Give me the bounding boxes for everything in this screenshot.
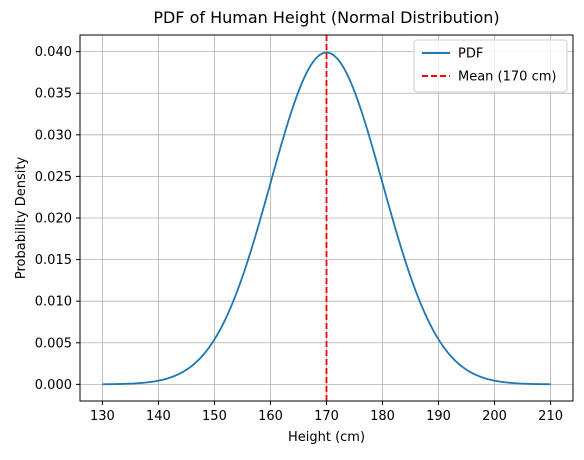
x-tick-label: 130	[90, 409, 115, 424]
x-tick-label: 180	[370, 409, 395, 424]
x-tick-label: 160	[258, 409, 283, 424]
y-tick-label: 0.015	[35, 253, 72, 268]
y-tick-label: 0.025	[35, 170, 72, 185]
x-tick-label: 210	[538, 409, 563, 424]
x-axis-label: Height (cm)	[288, 430, 365, 445]
y-tick-label: 0.035	[35, 87, 72, 102]
x-tick-label: 170	[314, 409, 339, 424]
ticks-layer: 130 140 150 160 170 180 190 200 210 0.000 0.005 0.0…	[35, 45, 563, 424]
legend: PDF Mean (170 cm)	[413, 39, 568, 93]
y-tick-label: 0.030	[35, 128, 72, 143]
y-tick-label: 0.020	[35, 212, 72, 227]
series-layer	[102, 35, 551, 401]
x-tick-label: 200	[482, 409, 507, 424]
legend-label-mean: Mean (170 cm)	[458, 70, 556, 85]
y-axis-label: Probability Density	[14, 157, 29, 280]
x-tick-label: 150	[202, 409, 227, 424]
y-tick-label: 0.005	[35, 336, 72, 351]
chart-title: PDF of Human Height (Normal Distribution…	[153, 8, 499, 27]
legend-box	[413, 39, 568, 93]
y-tick-label: 0.000	[35, 378, 72, 393]
pdf-curve	[102, 51, 551, 386]
legend-label-pdf: PDF	[458, 47, 483, 62]
x-tick-label: 190	[426, 409, 451, 424]
y-tick-label: 0.040	[35, 45, 72, 60]
y-tick-label: 0.010	[35, 295, 72, 310]
x-tick-label: 140	[146, 409, 171, 424]
